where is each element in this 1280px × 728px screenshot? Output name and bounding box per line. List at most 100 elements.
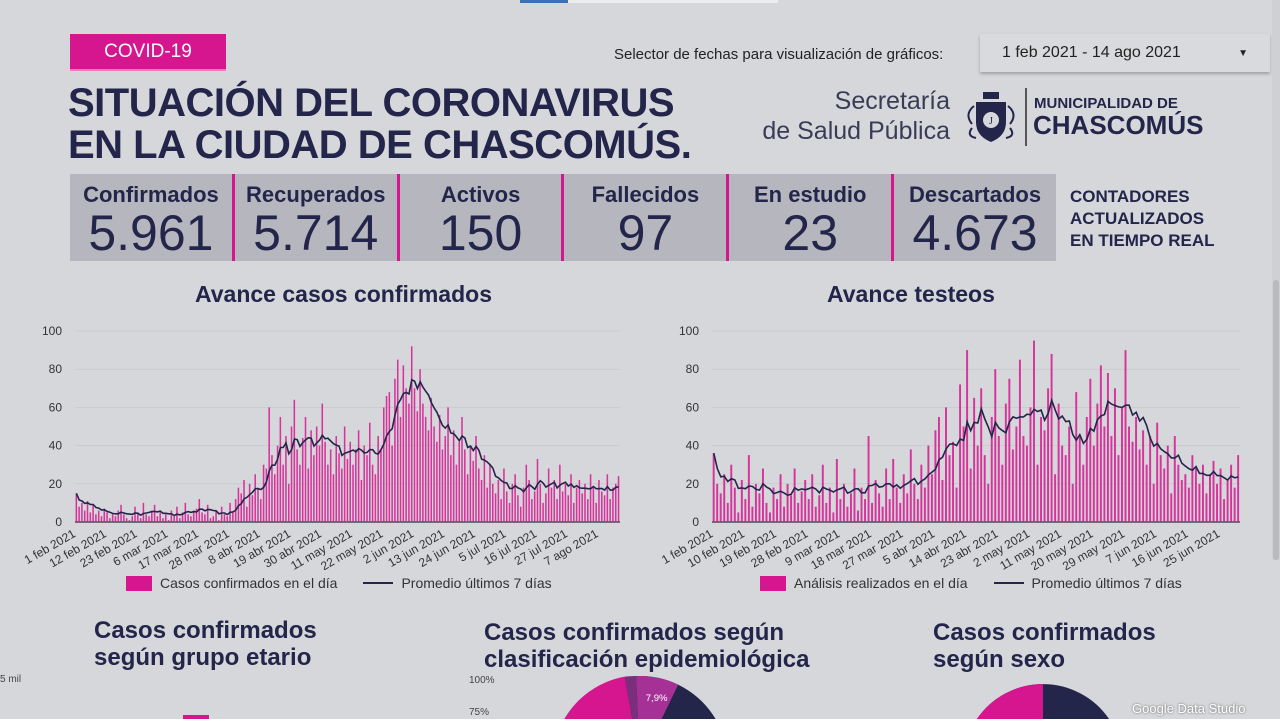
bar	[206, 504, 209, 522]
bar	[592, 487, 595, 522]
bar	[408, 403, 410, 522]
counter-label: Recuperados	[246, 182, 386, 207]
bar	[1011, 449, 1014, 522]
bar	[483, 455, 486, 522]
bar	[324, 441, 326, 522]
bar	[363, 445, 365, 522]
moving-average-line	[75, 378, 619, 517]
bar	[547, 468, 550, 522]
bar	[517, 495, 519, 522]
bar	[797, 502, 800, 522]
counter-value: 4.673	[912, 205, 1038, 261]
bar	[779, 474, 782, 522]
counter-descartados: Descartados 4.673	[894, 174, 1056, 261]
bar	[1233, 487, 1236, 522]
y-tick-label: 100	[42, 324, 62, 338]
bar	[1068, 426, 1071, 522]
bar	[97, 510, 100, 522]
bar	[1096, 403, 1099, 522]
bar	[1025, 445, 1028, 522]
bar	[100, 516, 103, 522]
bar	[265, 468, 268, 522]
title-line: según grupo etario	[94, 644, 312, 671]
bar	[335, 436, 338, 522]
bar	[123, 514, 125, 522]
counter-value: 150	[438, 205, 523, 261]
bar	[464, 449, 466, 522]
bar	[561, 491, 564, 522]
bar	[1047, 388, 1050, 522]
tab-strip	[568, 0, 778, 3]
sex-chart-title: Casos confirmados según sexo	[933, 619, 1156, 673]
bar	[614, 483, 617, 522]
bar	[1152, 483, 1155, 522]
bar	[751, 506, 754, 522]
bar	[120, 504, 122, 522]
bar	[952, 441, 954, 522]
bar	[761, 468, 764, 522]
bar	[508, 502, 511, 522]
bar	[450, 455, 452, 522]
counter-label: En estudio	[754, 182, 867, 207]
bar	[556, 499, 558, 522]
epi-chart-title: Casos confirmados según clasificación ep…	[484, 619, 809, 673]
bar	[257, 487, 259, 522]
bar	[1121, 407, 1123, 522]
bar	[878, 493, 881, 522]
bar	[209, 518, 212, 522]
bar	[842, 483, 845, 522]
bar	[246, 506, 248, 522]
bar	[81, 502, 83, 522]
date-range-selector[interactable]: 1 feb 2021 - 14 ago 2021 ▼	[980, 34, 1270, 72]
y-tick-label: 80	[49, 362, 63, 376]
bar	[405, 388, 407, 522]
bar	[1018, 359, 1021, 522]
bar	[1004, 403, 1007, 522]
bar	[927, 445, 930, 522]
title-line-2: EN LA CIUDAD DE CHASCOMÚS.	[68, 123, 692, 167]
bar	[874, 479, 877, 522]
title-line: según sexo	[933, 646, 1066, 673]
bar	[318, 445, 321, 522]
bar	[500, 499, 502, 522]
bar	[332, 474, 335, 522]
bar	[178, 518, 181, 522]
bar	[909, 449, 912, 522]
counters-note: CONTADORES ACTUALIZADOS EN TIEMPO REAL	[1070, 186, 1215, 252]
bar	[536, 458, 539, 522]
scrollbar[interactable]	[1272, 0, 1280, 560]
bar	[355, 449, 357, 522]
counter-fallecidos: Fallecidos 97	[564, 174, 730, 261]
bar	[578, 479, 581, 522]
bar	[937, 416, 940, 522]
google-data-studio-badge[interactable]: Google Data Studio	[1132, 701, 1246, 716]
bar	[192, 510, 195, 522]
bar	[730, 464, 733, 522]
bar	[248, 483, 251, 522]
bar	[75, 493, 78, 522]
bar	[962, 426, 965, 522]
bar	[190, 516, 192, 522]
bar	[371, 464, 374, 522]
bar	[955, 487, 958, 522]
scrollbar-thumb[interactable]	[1273, 280, 1279, 560]
bar	[466, 474, 469, 522]
bar	[131, 516, 133, 522]
bar	[612, 487, 614, 522]
bar	[220, 506, 223, 522]
legend-swatch-line	[363, 582, 394, 584]
bar	[357, 430, 360, 522]
bar	[1110, 436, 1113, 522]
secretaria-line-2: de Salud Pública	[762, 117, 950, 145]
bar	[595, 502, 597, 522]
bar	[769, 512, 771, 522]
title-line: clasificación epidemiológica	[484, 646, 810, 673]
bar	[156, 516, 159, 522]
bar	[1050, 353, 1053, 522]
bar	[310, 430, 312, 522]
bar	[447, 407, 449, 522]
bar	[973, 397, 976, 522]
bar	[853, 468, 856, 522]
legend-label: Análisis realizados en el día	[794, 575, 968, 591]
date-selector-label: Selector de fechas para visualización de…	[614, 46, 944, 63]
